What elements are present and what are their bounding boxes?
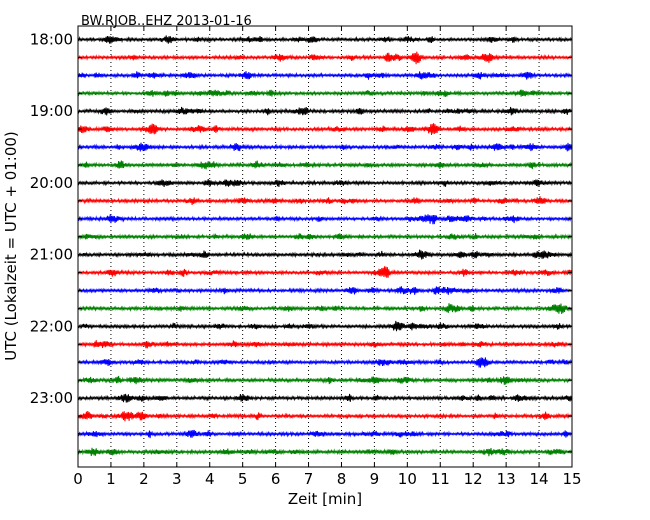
x-tick-label-2: 2: [139, 470, 149, 488]
trace-1945: [77, 160, 572, 170]
seismic-traces: [77, 35, 572, 457]
x-tick-label-12: 12: [464, 470, 483, 488]
y-tick-label-2200: 22:00: [30, 317, 73, 335]
trace-2330: [77, 429, 572, 439]
trace-1800: [77, 35, 572, 44]
trace-1930: [77, 142, 572, 152]
trace-1815: [77, 51, 572, 65]
trace-2115: [77, 266, 572, 278]
x-tick-label-15: 15: [562, 470, 581, 488]
trace-2315: [77, 410, 572, 422]
trace-2245: [77, 375, 572, 385]
trace-2030: [77, 214, 572, 225]
trace-2145: [77, 303, 572, 315]
y-axis-label: UTC (Lokalzeit = UTC + 01:00): [2, 131, 20, 361]
y-tick-label-2000: 20:00: [30, 174, 73, 192]
x-axis-tick-labels: 0 1 2 3 4 5 6 7 8 9 10 11 12 13 14 15: [73, 470, 581, 488]
x-tick-label-6: 6: [271, 470, 281, 488]
trace-2300: [77, 393, 572, 403]
x-tick-label-3: 3: [172, 470, 182, 488]
y-tick-label-1800: 18:00: [30, 31, 73, 49]
trace-2130: [77, 286, 572, 295]
trace-2345: [77, 447, 572, 457]
plot-area-frame: [77, 25, 573, 468]
x-tick-label-10: 10: [398, 470, 417, 488]
trace-2015: [77, 196, 572, 206]
trace-1915: [77, 123, 572, 135]
trace-2045: [77, 232, 572, 241]
trace-2100: [77, 249, 572, 260]
x-tick-label-11: 11: [431, 470, 450, 488]
x-tick-label-1: 1: [106, 470, 116, 488]
x-tick-label-5: 5: [238, 470, 248, 488]
trace-2230: [77, 357, 572, 368]
x-tick-label-8: 8: [337, 470, 347, 488]
trace-2000: [77, 179, 572, 188]
chart-title: BW.RJOB..EHZ 2013-01-16: [81, 14, 252, 29]
x-tick-label-4: 4: [205, 470, 215, 488]
y-tick-label-2100: 21:00: [30, 246, 73, 264]
x-tick-label-14: 14: [530, 470, 549, 488]
y-axis-tick-labels: 18:00 19:00 20:00 21:00 22:00 23:00: [30, 31, 73, 408]
x-tick-label-13: 13: [497, 470, 516, 488]
trace-1900: [77, 106, 572, 116]
x-tick-label-9: 9: [370, 470, 380, 488]
x-tick-label-7: 7: [304, 470, 314, 488]
x-tick-label-0: 0: [73, 470, 83, 488]
trace-2200: [77, 320, 572, 332]
y-tick-label-1900: 19:00: [30, 102, 73, 120]
trace-1845: [77, 89, 572, 97]
y-tick-label-2300: 23:00: [30, 389, 73, 407]
trace-2215: [77, 340, 572, 349]
x-axis-label: Zeit [min]: [288, 490, 362, 508]
trace-1830: [77, 71, 572, 80]
vertical-gridlines: [110, 26, 540, 467]
